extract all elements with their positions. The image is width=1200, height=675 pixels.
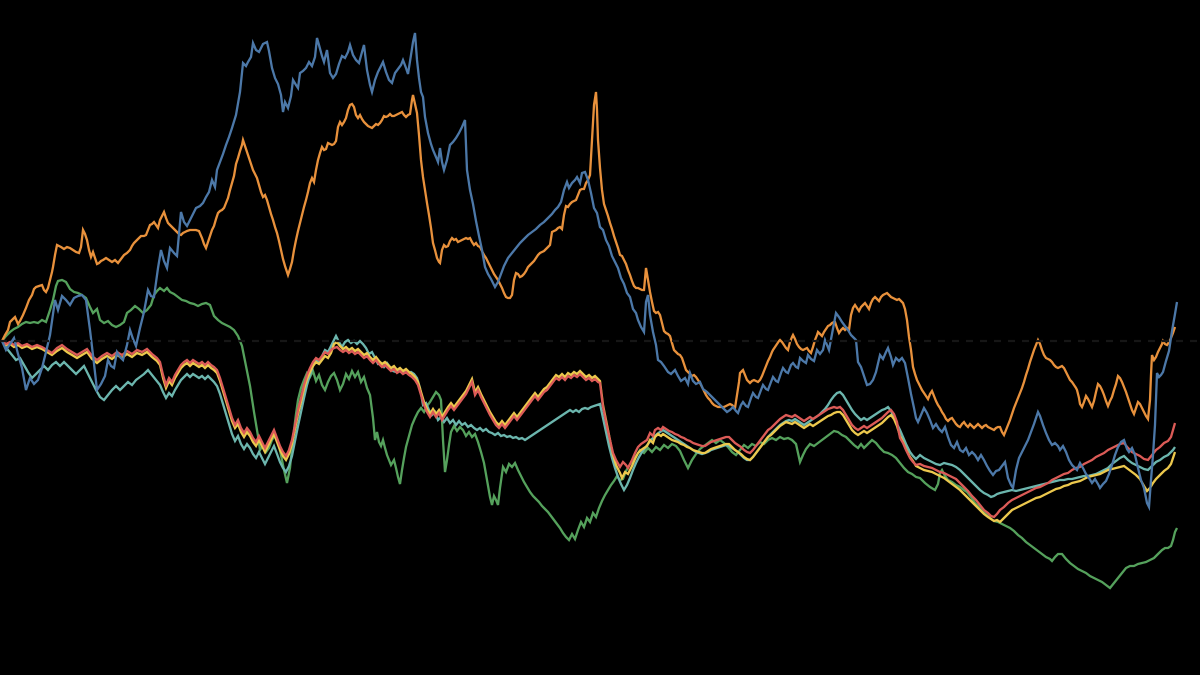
series-teal-line [1,333,1176,499]
series-orange-line [0,91,1177,438]
series-blue-line [0,32,1179,512]
series-yellow-line [1,340,1177,524]
series-green-line [1,278,1179,590]
series-red-line [1,340,1177,519]
